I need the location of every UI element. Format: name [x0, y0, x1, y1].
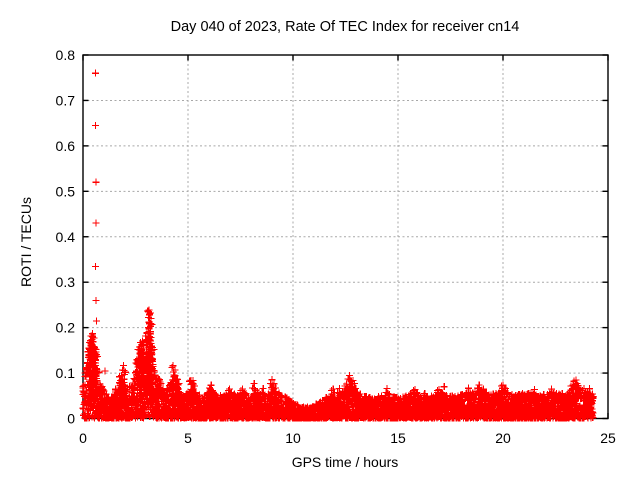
x-tick-label: 10: [285, 430, 301, 446]
axis-tick-labels: 0 0.1 0.2 0.3 0.4 0.5 0.6 0.7 0.8 0 5 10 15 20 25: [56, 47, 616, 446]
x-tick-label: 15: [390, 430, 406, 446]
chart-title: Day 040 of 2023, Rate Of TEC Index for r…: [171, 19, 520, 35]
x-tick-label: 20: [495, 430, 511, 446]
y-tick-label: 0.8: [56, 47, 76, 63]
grid-lines: [83, 55, 608, 419]
x-tick-label: 5: [184, 430, 192, 446]
y-tick-label: 0.5: [56, 183, 76, 199]
y-tick-label: 0.2: [56, 320, 76, 336]
y-tick-label: 0.1: [56, 365, 76, 381]
y-tick-label: 0.6: [56, 138, 76, 154]
y-tick-label: 0: [67, 411, 75, 427]
y-tick-label: 0.3: [56, 274, 76, 290]
y-axis-label: ROTI / TECUs: [18, 197, 34, 287]
data-series-roti: [79, 69, 598, 422]
x-tick-label: 25: [600, 430, 616, 446]
x-axis-label: GPS time / hours: [292, 454, 399, 470]
y-tick-label: 0.4: [56, 229, 76, 245]
x-tick-label: 0: [79, 430, 87, 446]
y-tick-label: 0.7: [56, 92, 76, 108]
scatter-plus-markers: [79, 69, 598, 422]
